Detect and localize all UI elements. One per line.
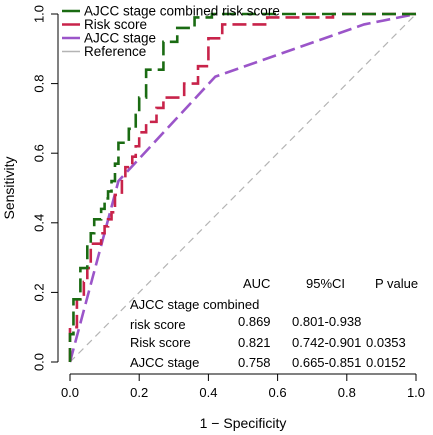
y-tick-label: 0.8 — [31, 75, 46, 93]
x-tick-label: 0.0 — [61, 385, 79, 400]
x-tick-label: 1.0 — [407, 385, 425, 400]
table-cell-auc: 0.758 — [238, 355, 271, 370]
series-line-3 — [69, 13, 417, 363]
y-tick-label: 1.0 — [31, 5, 46, 23]
x-tick-label: 0.4 — [199, 385, 217, 400]
y-ticks: 0.0 0.2 0.4 0.6 0.8 1.0 — [31, 5, 58, 371]
table-cell-ci: 0.801-0.938 — [292, 314, 361, 329]
table-cell-pvalue: 0.0353 — [366, 335, 406, 350]
y-tick-label: 0.4 — [31, 214, 46, 232]
table-row-label: risk score — [130, 317, 186, 332]
legend-label: AJCC stage combined risk score — [84, 4, 280, 19]
table-header-auc: AUC — [243, 276, 270, 291]
table-cell-auc: 0.869 — [238, 314, 271, 329]
y-axis-title: Sensitivity — [1, 156, 17, 219]
y-tick-label: 0.0 — [31, 353, 46, 371]
legend-label: Reference — [84, 44, 146, 59]
table-row-label: AJCC stage combined — [130, 297, 259, 312]
x-tick-label: 0.6 — [269, 385, 287, 400]
table-row-label: AJCC stage — [130, 355, 199, 370]
y-tick-label: 0.2 — [31, 283, 46, 301]
table-cell-auc: 0.821 — [238, 335, 271, 350]
x-tick-label: 0.8 — [338, 385, 356, 400]
series-line-0 — [68, 12, 416, 362]
series-layer — [68, 12, 417, 363]
axes — [57, 14, 416, 375]
x-axis-title: 1 − Specificity — [200, 415, 287, 431]
table-cell-ci: 0.742-0.901 — [292, 335, 361, 350]
table-cell-pvalue: 0.0152 — [366, 355, 406, 370]
legend-label: Risk score — [84, 17, 147, 32]
table-cell-ci: 0.665-0.851 — [292, 355, 361, 370]
legend-label: AJCC stage — [84, 31, 156, 46]
x-ticks: 0.0 0.2 0.4 0.6 0.8 1.0 — [61, 374, 425, 400]
table-header-pvalue: P value — [375, 276, 418, 291]
table-row-label: Risk score — [130, 335, 191, 350]
y-tick-label: 0.6 — [31, 144, 46, 162]
auc-table: AUC 95%CI P value AJCC stage combined ri… — [130, 276, 418, 370]
x-tick-label: 0.2 — [130, 385, 148, 400]
table-header-ci: 95%CI — [306, 276, 345, 291]
